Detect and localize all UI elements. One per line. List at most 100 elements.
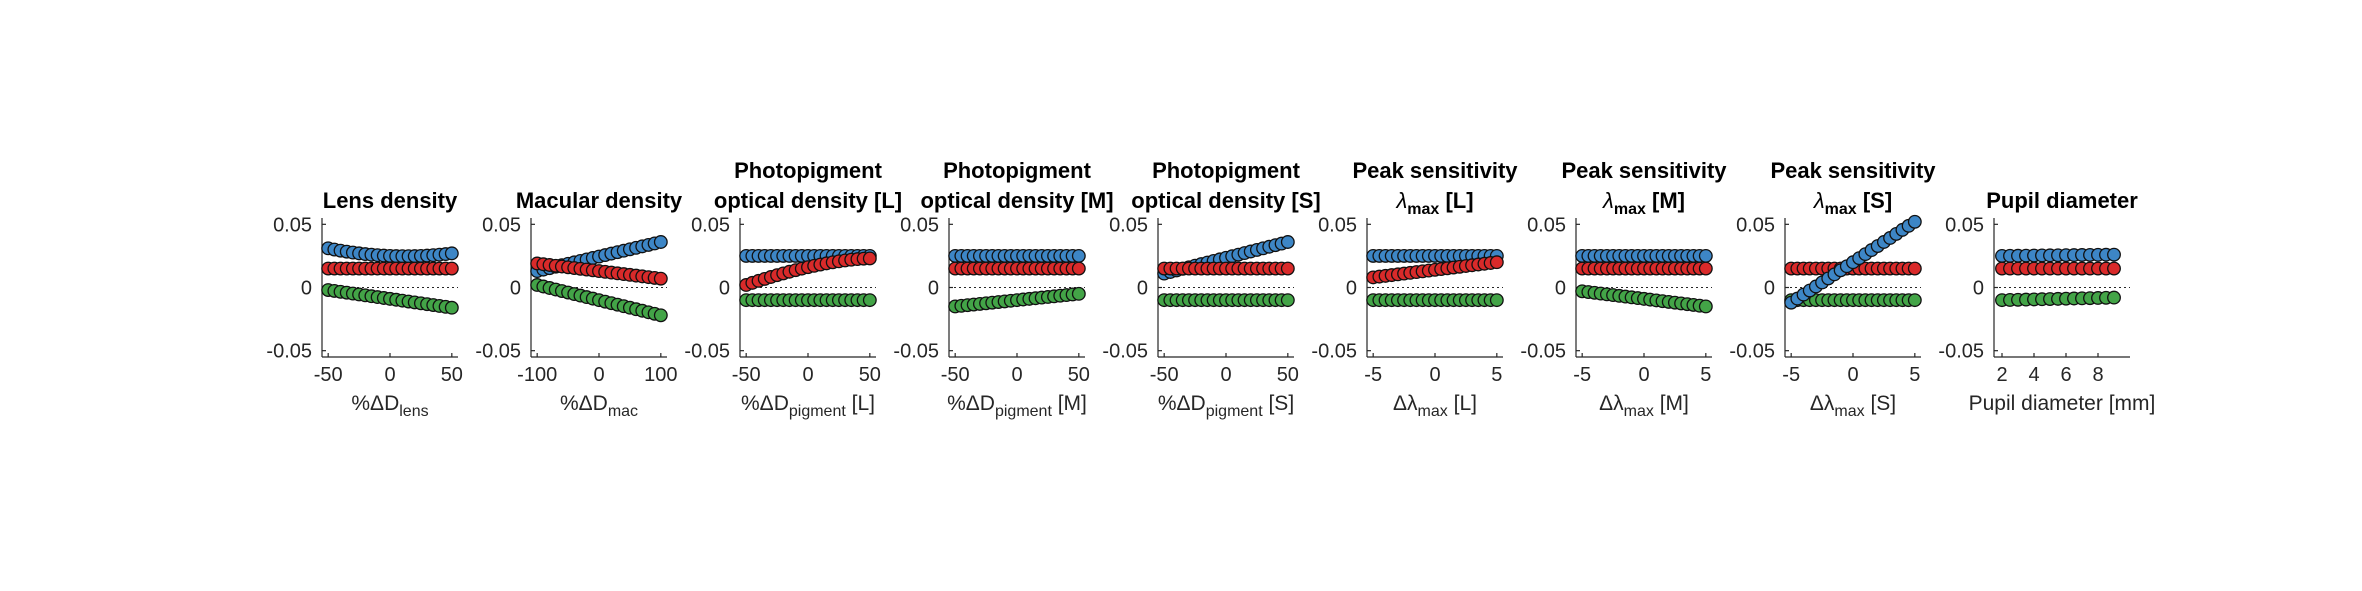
x-tick-label: 6 (2060, 364, 2071, 386)
y-tick-label: -0.05 (1520, 341, 1566, 363)
x-tick-label: -50 (941, 364, 970, 386)
series-red (1784, 261, 1922, 276)
series-red (1157, 261, 1295, 276)
series-red (530, 256, 668, 286)
series-red (321, 261, 459, 276)
panel-5: -0.05 0 0.05 -50 0 50 Photopigment optical dens… (1102, 158, 1320, 420)
series-green (1995, 290, 2121, 308)
data-point-blue (2107, 247, 2121, 262)
panel-title: Peak sensitivity (1352, 158, 1518, 183)
data-point-red (1907, 261, 1922, 276)
data-point-blue (1907, 214, 1922, 229)
x-tick-label: 0 (1429, 364, 1440, 386)
y-tick-label: 0 (301, 278, 312, 300)
data-point-red (1071, 261, 1086, 276)
panel-title: λmax [M] (1602, 188, 1685, 218)
y-tick-label: 0.05 (482, 214, 521, 236)
data-point-blue (1071, 248, 1086, 263)
x-tick-label: 8 (2092, 364, 2103, 386)
y-tick-label: 0 (1764, 278, 1775, 300)
x-axis-label: Δλmax [M] (1599, 392, 1689, 420)
y-tick-label: -0.05 (893, 341, 939, 363)
panel-title: λmax [L] (1395, 188, 1473, 218)
x-tick-label: 0 (1011, 364, 1022, 386)
panel-title: Photopigment (1152, 158, 1301, 183)
y-tick-label: 0.05 (273, 214, 312, 236)
data-point-green (1489, 293, 1504, 308)
x-axis-label: %ΔDlens (351, 392, 428, 420)
x-tick-label: -50 (732, 364, 761, 386)
y-tick-label: -0.05 (266, 341, 312, 363)
y-tick-label: 0.05 (1527, 214, 1566, 236)
x-tick-label: 0 (1220, 364, 1231, 386)
series-blue (1575, 248, 1713, 263)
x-tick-label: 4 (2028, 364, 2039, 386)
panel-4: -0.05 0 0.05 -50 0 50 Photopigment optical dens… (893, 158, 1113, 420)
data-point-green (1280, 293, 1295, 308)
data-point-green (1071, 286, 1086, 301)
x-tick-label: -50 (1150, 364, 1179, 386)
series-blue (321, 241, 459, 264)
x-tick-label: 50 (441, 364, 463, 386)
y-tick-label: 0 (510, 278, 521, 300)
panel-title: optical density [S] (1131, 188, 1320, 213)
data-point-green (2107, 290, 2121, 305)
series-green (530, 278, 668, 323)
y-tick-label: -0.05 (475, 341, 521, 363)
series-red (1575, 261, 1713, 276)
x-tick-label: 0 (1638, 364, 1649, 386)
x-tick-label: -100 (517, 364, 557, 386)
series-green (1366, 293, 1504, 308)
panel-title: optical density [M] (920, 188, 1113, 213)
x-axis-label: Δλmax [S] (1810, 392, 1896, 420)
data-point-blue (1698, 248, 1713, 263)
series-green (321, 283, 459, 315)
x-tick-label: 5 (1700, 364, 1711, 386)
x-tick-label: -5 (1782, 364, 1800, 386)
data-point-blue (653, 235, 668, 249)
panel-title: optical density [L] (714, 188, 902, 213)
series-red (1366, 255, 1504, 285)
data-point-red (444, 261, 459, 276)
y-tick-label: -0.05 (1102, 341, 1148, 363)
data-point-red (1280, 261, 1295, 276)
panel-title: Peak sensitivity (1770, 158, 1936, 183)
panel-3: -0.05 0 0.05 -50 0 50 Photopigment optical dens… (684, 158, 902, 420)
data-point-blue (444, 246, 459, 261)
series-green (1157, 293, 1295, 308)
panel-title: Photopigment (734, 158, 883, 183)
y-tick-label: 0.05 (691, 214, 730, 236)
panel-1: -0.05 0 0.05 -50 0 50 Lens density %ΔDlens (266, 188, 463, 420)
panel-8: -0.05 0 0.05 -5 0 5 Peak sensitivity λmax [S] Δλ… (1729, 158, 1936, 420)
data-point-red (653, 271, 668, 286)
series-blue (530, 235, 668, 279)
y-tick-label: 0 (719, 278, 730, 300)
data-point-green (653, 308, 668, 323)
panel-9: -0.05 0 0.05 2 4 6 8 Pupil diameter Pupil diamet… (1938, 188, 2155, 415)
y-tick-label: 0 (1346, 278, 1357, 300)
x-tick-label: 0 (593, 364, 604, 386)
data-point-green (1907, 293, 1922, 308)
y-tick-label: 0 (1555, 278, 1566, 300)
series-green (739, 293, 877, 308)
x-axis-label: %ΔDpigment [L] (741, 392, 875, 420)
series-blue (1995, 247, 2121, 263)
x-tick-label: 50 (859, 364, 881, 386)
series-green (948, 286, 1086, 314)
panel-title: Lens density (323, 188, 458, 213)
x-tick-label: 50 (1277, 364, 1299, 386)
y-tick-label: -0.05 (684, 341, 730, 363)
x-tick-label: 5 (1491, 364, 1502, 386)
x-tick-label: 100 (644, 364, 677, 386)
x-tick-label: 0 (1847, 364, 1858, 386)
data-point-red (1698, 261, 1713, 276)
series-red (739, 251, 877, 292)
x-tick-label: 50 (1068, 364, 1090, 386)
panel-7: -0.05 0 0.05 -5 0 5 Peak sensitivity λmax [M] Δλ… (1520, 158, 1727, 420)
y-tick-label: 0.05 (1318, 214, 1357, 236)
panel-title: Pupil diameter (1986, 188, 2138, 213)
x-tick-label: 2 (1996, 364, 2007, 386)
panel-title: Macular density (516, 188, 683, 213)
data-point-red (1489, 255, 1504, 270)
y-tick-label: -0.05 (1311, 341, 1357, 363)
